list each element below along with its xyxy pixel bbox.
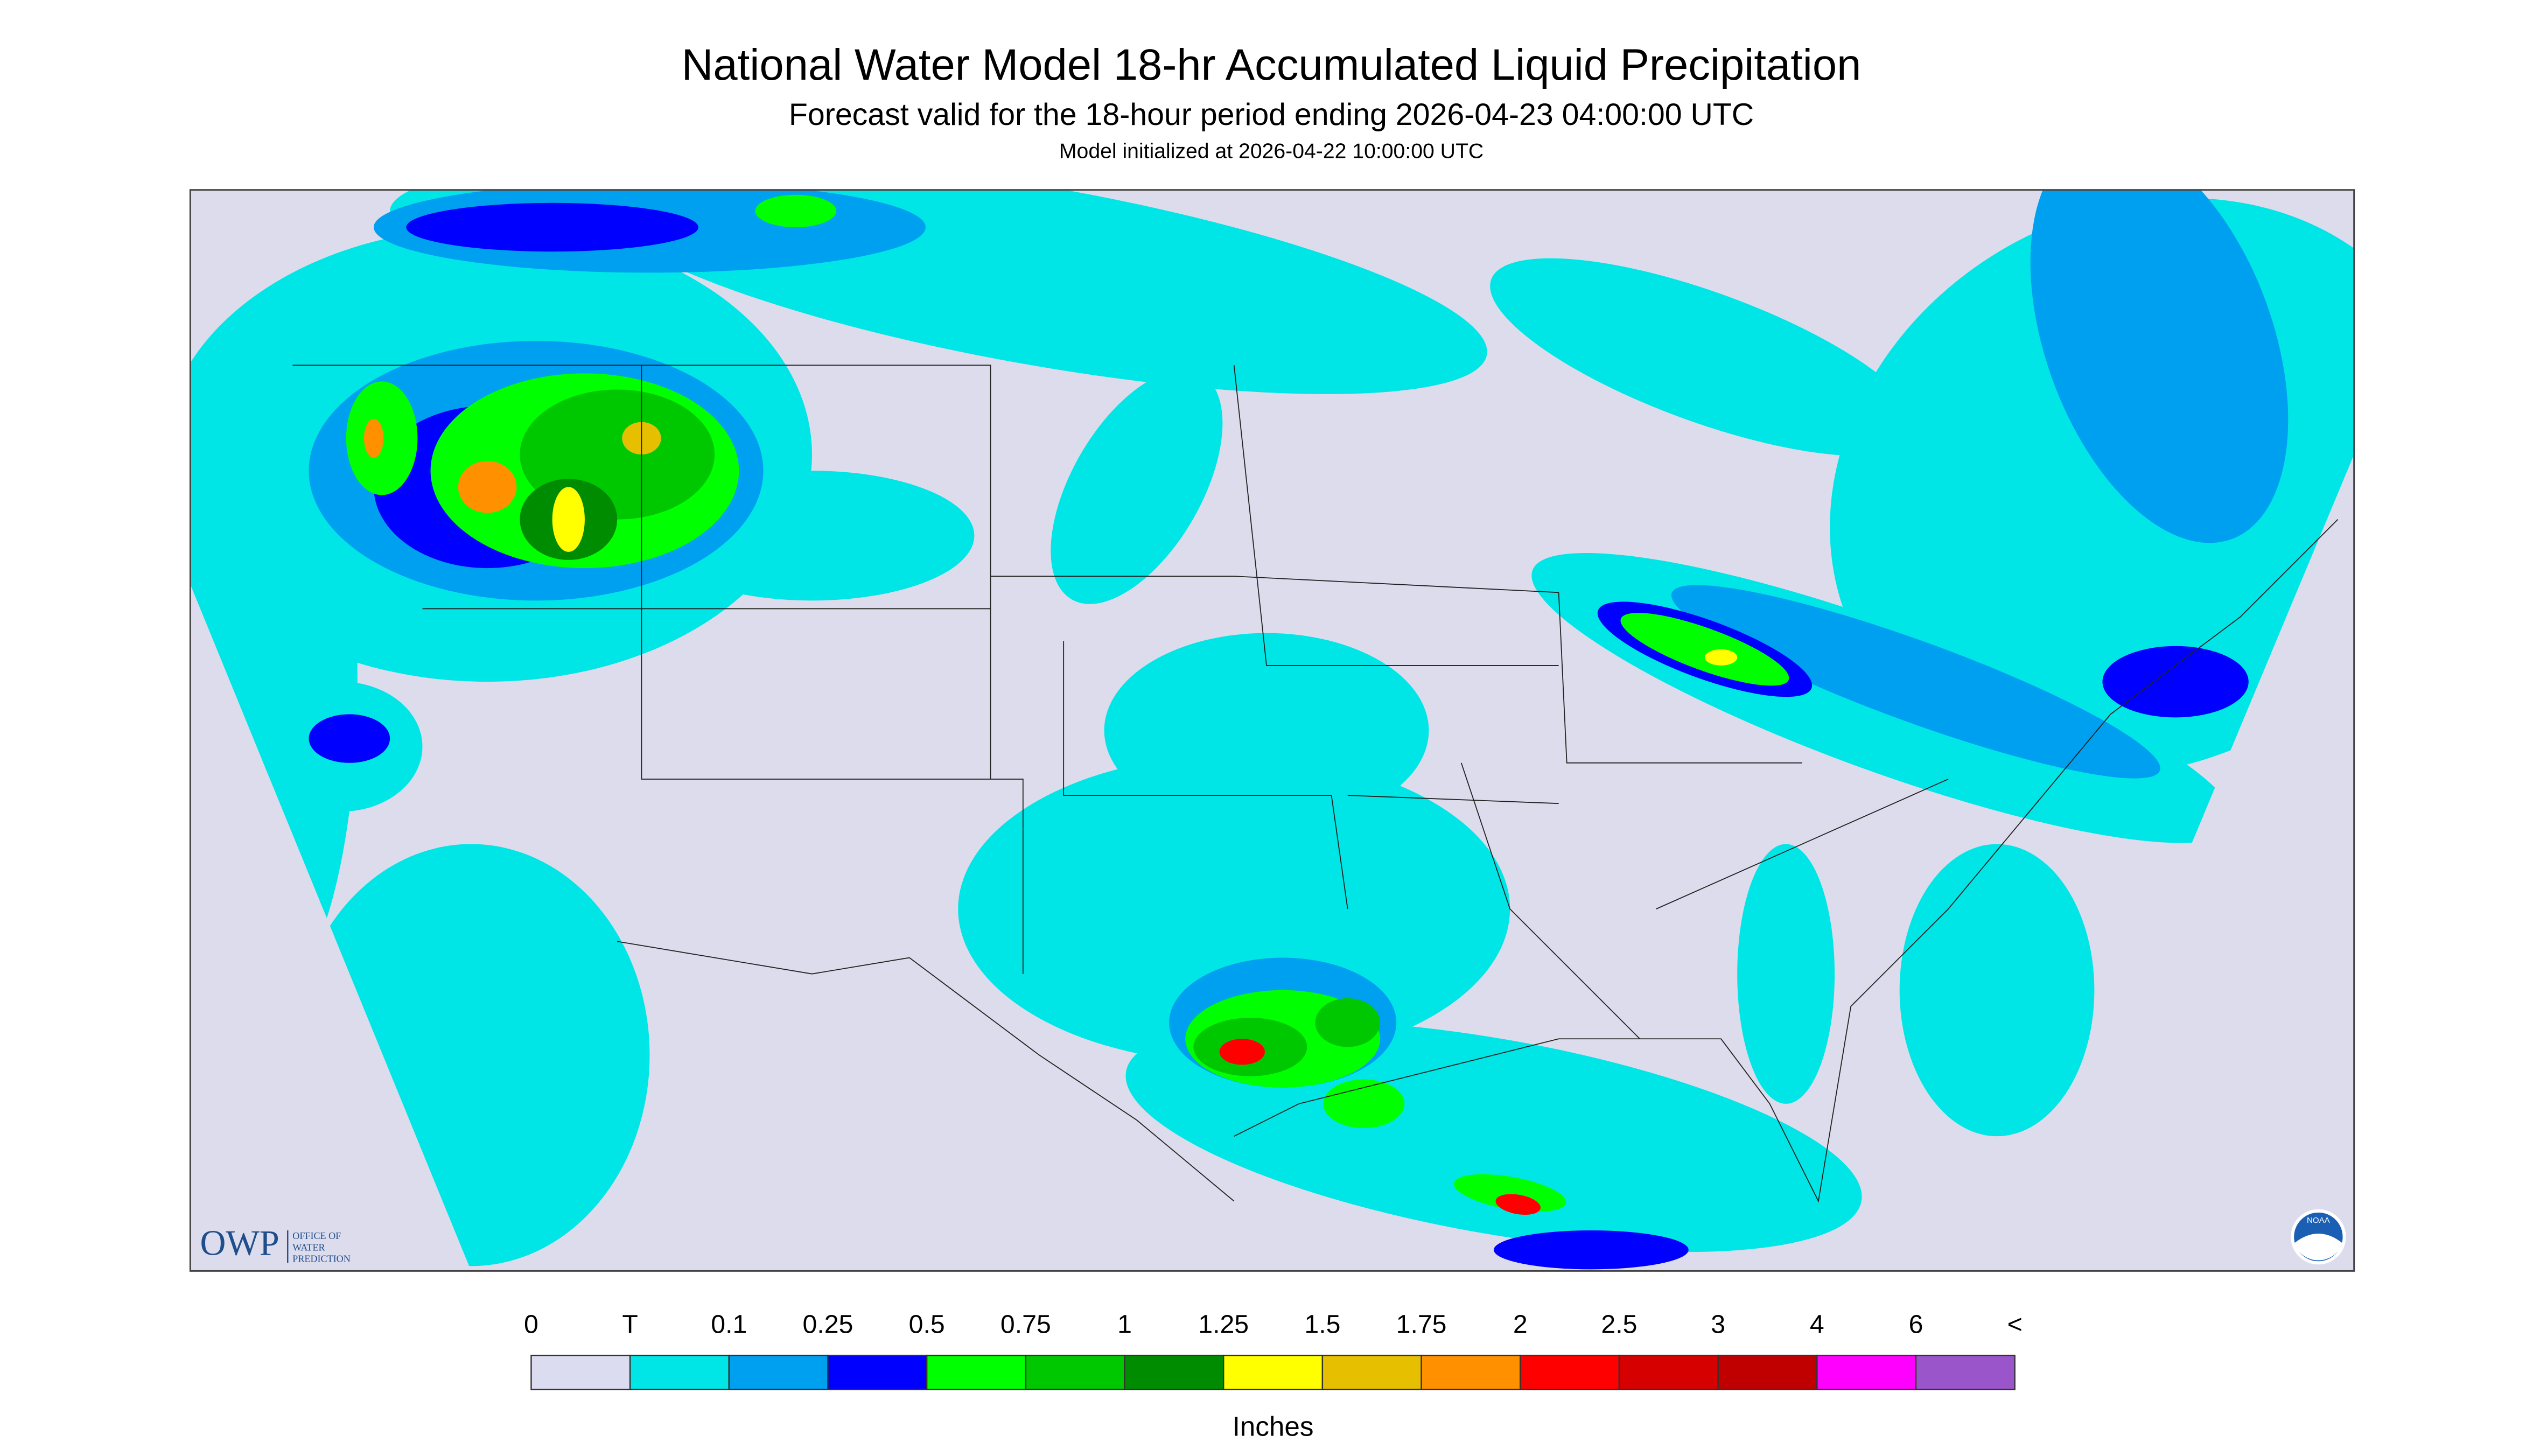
legend-swatch [926, 1354, 1027, 1390]
precip-area [1490, 258, 1920, 456]
title: National Water Model 18-hr Accumulated L… [682, 40, 1862, 89]
color-legend: 0 T 0.1 0.25 0.5 0.75 1 1.25 1.5 1.75 2 2.5 3 4 6 < [524, 1310, 2023, 1390]
legend-swatch [1618, 1354, 1719, 1390]
legend-label: 0 [524, 1310, 538, 1339]
legend-swatch [1223, 1354, 1324, 1390]
precip-area [1704, 649, 1738, 666]
legend-label: T [622, 1310, 638, 1339]
noaa-logo-wave [2294, 1234, 2343, 1261]
legend-label: 4 [1810, 1310, 1824, 1339]
precip-area [1315, 998, 1381, 1047]
noaa-text: NOAA [2307, 1216, 2331, 1225]
precip-area [1104, 633, 1429, 828]
state-lines [292, 365, 1949, 1039]
precip-area [1495, 1194, 1541, 1215]
legend-label: 2.5 [1601, 1310, 1637, 1339]
legend-label: 1.75 [1396, 1310, 1447, 1339]
precip-area [1899, 844, 2095, 1137]
legend-swatch [1124, 1354, 1224, 1390]
legend-swatch [1421, 1354, 1521, 1390]
precip-area [1671, 585, 2160, 779]
legend-label: 6 [1909, 1310, 1923, 1339]
precip-area [363, 418, 384, 458]
precip-area [1219, 1039, 1265, 1065]
precip-area [552, 487, 585, 552]
precip-area [406, 202, 698, 252]
precip-area [755, 194, 837, 228]
legend-swatch [629, 1354, 730, 1390]
precip-area [1051, 369, 1223, 604]
coastline [617, 519, 2339, 1203]
map-frame [189, 189, 2355, 1272]
legend-swatch [1816, 1354, 1917, 1390]
legend-label: 0.1 [711, 1310, 747, 1339]
owp-name: PREDICTION [292, 1253, 350, 1264]
legend-label: < [2007, 1310, 2023, 1339]
legend-unit: Inches [1233, 1411, 1314, 1441]
legend-swatch [1915, 1354, 2016, 1390]
precip-area [1454, 1174, 1566, 1212]
legend-label: 1.5 [1304, 1310, 1340, 1339]
precip-area [2102, 646, 2249, 718]
owp-name: WATER [292, 1242, 325, 1252]
legend-swatch [827, 1354, 928, 1390]
precip-area [309, 714, 390, 763]
owp-logo: OWP [200, 1223, 279, 1263]
legend-swatch [1025, 1354, 1125, 1390]
precip-area [1494, 1230, 1689, 1270]
legend-label: 2 [1513, 1310, 1528, 1339]
legend-label: 1 [1117, 1310, 1132, 1339]
legend-swatch [530, 1354, 631, 1390]
legend-label: 3 [1711, 1310, 1725, 1339]
legend-swatch [728, 1354, 829, 1390]
precip-area [1737, 844, 1835, 1104]
precip-area [2030, 190, 2289, 543]
legend-label: 0.75 [1000, 1310, 1051, 1339]
precip-area [458, 461, 517, 513]
legend-swatch [1520, 1354, 1620, 1390]
subtitle: Forecast valid for the 18-hour period en… [789, 97, 1754, 132]
init-time: Model initialized at 2026-04-22 10:00:00… [1059, 140, 1484, 163]
boundaries [292, 365, 2339, 1203]
legend-label: 0.5 [909, 1310, 945, 1339]
legend-swatch [1717, 1354, 1818, 1390]
precip-area [1620, 613, 1789, 686]
legend-swatch [1321, 1354, 1422, 1390]
legend-label: 0.25 [803, 1310, 853, 1339]
owp-name: OFFICE OF [292, 1230, 341, 1241]
precip-area [1323, 1079, 1405, 1129]
legend-label: 1.25 [1198, 1310, 1249, 1339]
